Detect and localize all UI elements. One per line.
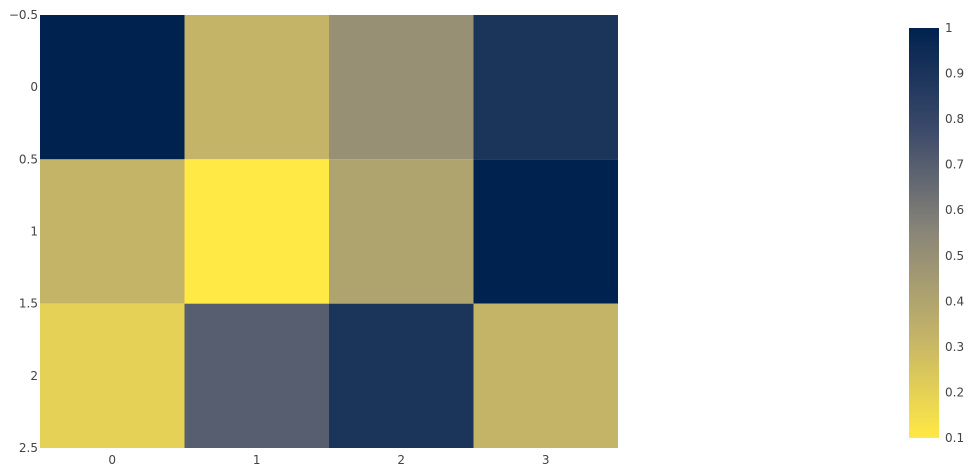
colorbar-tick-label: 0.8 xyxy=(945,112,964,126)
y-tick-label: 0.5 xyxy=(19,152,38,166)
x-tick-label: 0 xyxy=(108,453,116,467)
heatmap-cell-r0-c2 xyxy=(329,15,474,160)
y-tick-label: 0 xyxy=(30,80,38,94)
x-tick-label: 2 xyxy=(397,453,405,467)
colorbar-tick-label: 0.7 xyxy=(945,158,964,172)
heatmap-cell-r0-c3 xyxy=(473,15,618,160)
y-tick-label: 1 xyxy=(30,225,38,239)
heatmap-cell-r2-c1 xyxy=(184,303,329,448)
heatmap-cell-r1-c2 xyxy=(329,159,474,304)
heatmap-cell-r1-c1 xyxy=(184,159,329,304)
heatmap-cell-r2-c0 xyxy=(40,303,185,448)
x-tick-label: 3 xyxy=(542,453,550,467)
y-tick-label: 2 xyxy=(30,369,38,383)
colorbar-tick-label: 0.5 xyxy=(945,249,964,263)
y-tick-label: −0.5 xyxy=(9,8,38,22)
colorbar-tick-label: 0.4 xyxy=(945,294,964,308)
colorbar-tick-label: 0.6 xyxy=(945,203,964,217)
heatmap-cell-r0-c0 xyxy=(40,15,185,160)
colorbar-tick-label: 0.3 xyxy=(945,340,964,354)
y-axis: −0.5 0 0.5 1 1.5 2 2.5 xyxy=(9,8,38,455)
colorbar-tick-label: 0.2 xyxy=(945,385,964,399)
heatmap-cell-r0-c1 xyxy=(184,15,329,160)
heatmap-cell-r2-c2 xyxy=(329,303,474,448)
plot-area xyxy=(40,15,618,448)
colorbar-tick-label: 1 xyxy=(945,21,953,35)
colorbar-tick-label: 0.1 xyxy=(945,431,964,445)
colorbar-gradient xyxy=(909,28,939,438)
colorbar: 0.1 0.2 0.3 0.4 0.5 0.6 0.7 0.8 0.9 1 xyxy=(909,21,964,445)
x-axis: 0 1 2 3 xyxy=(108,453,549,467)
y-tick-label: 1.5 xyxy=(19,297,38,311)
heatmap-cell-r1-c0 xyxy=(40,159,185,304)
y-tick-label: 2.5 xyxy=(19,441,38,455)
colorbar-tick-label: 0.9 xyxy=(945,67,964,81)
heatmap-cell-r1-c3 xyxy=(473,159,618,304)
x-tick-label: 1 xyxy=(253,453,261,467)
heatmap-cell-r2-c3 xyxy=(473,303,618,448)
